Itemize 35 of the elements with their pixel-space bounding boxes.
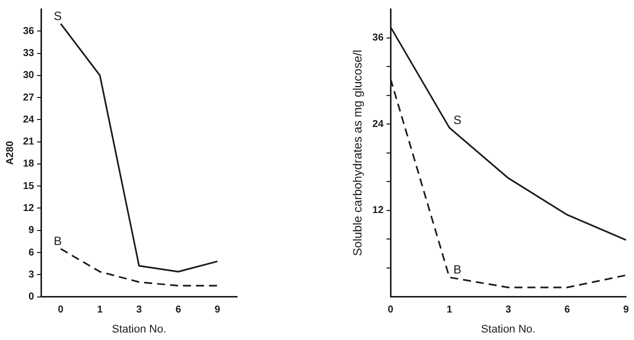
annotation: B <box>54 234 62 248</box>
x-tick-label: 0 <box>388 304 394 316</box>
x-tick-label: 9 <box>623 304 630 316</box>
annotation: B <box>453 262 462 277</box>
y-tick-label: 33 <box>23 48 35 60</box>
y-tick-label: 12 <box>23 202 35 214</box>
y-axis-title: A280 <box>4 140 16 165</box>
y-tick-label: 36 <box>372 32 384 44</box>
x-tick-label: 9 <box>214 304 221 316</box>
y-tick-label: 12 <box>372 205 384 216</box>
annotation: S <box>54 9 62 24</box>
x-tick-label: 3 <box>505 304 512 316</box>
x-tick-label: 1 <box>97 304 104 316</box>
y-tick-label: 0 <box>28 292 35 303</box>
x-axis-title: Station No. <box>481 323 536 336</box>
x-tick-label: 3 <box>136 304 142 316</box>
x-tick-label: 0 <box>58 304 64 316</box>
y-tick-label: 9 <box>28 225 35 236</box>
line-series <box>60 248 218 287</box>
y-tick-label: 24 <box>23 114 35 126</box>
y-tick-label: 24 <box>372 118 384 130</box>
y-tick-label: 15 <box>23 180 35 192</box>
x-axis-title: Station No. <box>112 323 166 336</box>
y-tick-label: 30 <box>23 70 35 82</box>
y-axis-title: Soluble carbohydrates as mg glucose/l <box>350 50 365 256</box>
y-tick-label: 36 <box>23 26 35 37</box>
y-tick-label: 27 <box>23 92 35 104</box>
y-tick-label: 3 <box>28 269 35 280</box>
x-tick-label: 1 <box>446 304 453 316</box>
y-tick-label: 6 <box>28 247 35 258</box>
x-tick-label: 6 <box>564 304 570 316</box>
annotation: S <box>453 113 462 128</box>
y-tick-label: 21 <box>23 136 35 148</box>
y-tick-label: 18 <box>23 158 35 170</box>
x-tick-label: 6 <box>175 304 182 316</box>
